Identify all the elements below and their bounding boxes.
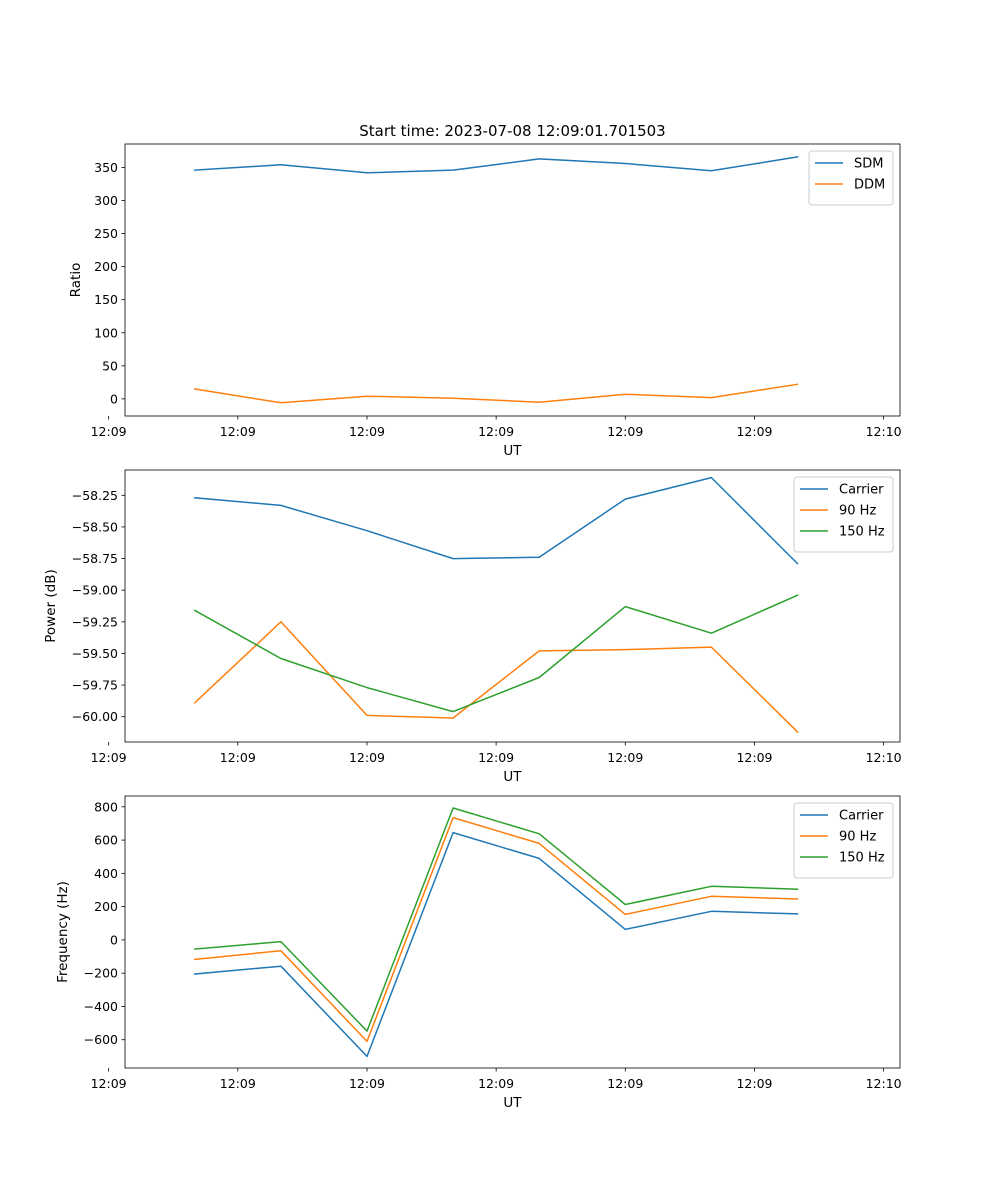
x-tick-label: 12:09 xyxy=(478,1076,514,1091)
series-line-carrier xyxy=(193,476,799,565)
y-tick-label: −58.75 xyxy=(72,551,118,566)
x-tick-label: 12:09 xyxy=(349,424,385,439)
y-tick-label: 50 xyxy=(102,358,118,373)
legend-label: Carrier xyxy=(839,809,884,824)
y-tick-label: 200 xyxy=(94,899,118,914)
x-tick-label: 12:09 xyxy=(607,750,643,765)
x-tick-label: 12:09 xyxy=(91,1076,127,1091)
series-line-90-hz xyxy=(193,816,799,1043)
x-tick-label: 12:09 xyxy=(736,424,772,439)
x-tick-label: 12:09 xyxy=(220,1076,256,1091)
legend-box xyxy=(793,476,894,553)
y-tick-label: 400 xyxy=(94,866,118,881)
y-tick-label: −59.75 xyxy=(72,678,118,693)
y-tick-label: −200 xyxy=(84,966,118,981)
y-tick-label: 350 xyxy=(94,160,118,175)
x-axis-label: UT xyxy=(503,443,522,459)
y-tick-label: 250 xyxy=(94,226,118,241)
x-tick-label: 12:09 xyxy=(478,750,514,765)
y-tick-label: 0 xyxy=(110,932,118,947)
y-tick-label: −400 xyxy=(84,999,118,1014)
y-axis-label: Frequency (Hz) xyxy=(55,881,71,983)
y-axis-label: Ratio xyxy=(68,263,84,298)
axes-frame xyxy=(124,143,901,417)
y-tick-label: −59.25 xyxy=(72,614,118,629)
series-line-150-hz xyxy=(193,807,799,1032)
legend: Carrier 90 Hz 150 Hz xyxy=(793,802,894,879)
series-line-150-hz xyxy=(193,594,799,713)
subplot-1: 12:09 12:09 12:09 12:09 12:09 12:09 12:10 0 50 10… xyxy=(68,122,902,459)
legend-label: 90 Hz xyxy=(839,830,876,845)
legend: Carrier 90 Hz 150 Hz xyxy=(793,476,894,553)
y-tick-label: 300 xyxy=(94,193,118,208)
x-tick-label: 12:09 xyxy=(91,750,127,765)
x-tick-label: 12:09 xyxy=(91,424,127,439)
x-tick-label: 12:10 xyxy=(866,1076,902,1091)
x-tick-label: 12:09 xyxy=(220,750,256,765)
y-tick-label: −59.50 xyxy=(72,646,118,661)
y-tick-label: −60.00 xyxy=(72,709,118,724)
y-tick-label: 600 xyxy=(94,833,118,848)
series-line-ddm xyxy=(193,383,799,404)
legend: SDM DDM xyxy=(808,150,894,206)
subplot-3: 12:09 12:09 12:09 12:09 12:09 12:09 12:10 −600 −… xyxy=(55,795,902,1111)
y-tick-label: 200 xyxy=(94,259,118,274)
subplot-2: 12:09 12:09 12:09 12:09 12:09 12:09 12:10 −60.0… xyxy=(43,469,902,785)
x-tick-label: 12:09 xyxy=(478,424,514,439)
x-axis-label: UT xyxy=(503,1095,522,1111)
legend-label: 150 Hz xyxy=(839,851,885,866)
x-tick-label: 12:09 xyxy=(736,1076,772,1091)
chart-title: Start time: 2023-07-08 12:09:01.701503 xyxy=(359,122,665,140)
legend-box xyxy=(793,802,894,879)
x-tick-label: 12:09 xyxy=(349,750,385,765)
x-tick-label: 12:09 xyxy=(220,424,256,439)
axes-frame xyxy=(124,795,901,1069)
series-line-sdm xyxy=(194,156,799,174)
x-tick-label: 12:10 xyxy=(866,424,902,439)
x-tick-label: 12:09 xyxy=(607,424,643,439)
x-tick-label: 12:09 xyxy=(607,1076,643,1091)
legend-label: SDM xyxy=(854,157,883,172)
y-tick-label: −58.25 xyxy=(72,488,118,503)
legend-label: 90 Hz xyxy=(839,504,876,519)
y-axis-label: Power (dB) xyxy=(43,569,59,642)
series-line-90-hz xyxy=(193,621,799,733)
x-tick-label: 12:10 xyxy=(866,750,902,765)
y-tick-label: −58.50 xyxy=(72,519,118,534)
series-line-carrier xyxy=(193,831,799,1058)
y-tick-label: 0 xyxy=(110,391,118,406)
x-tick-label: 12:09 xyxy=(736,750,772,765)
x-tick-label: 12:09 xyxy=(349,1076,385,1091)
legend-label: 150 Hz xyxy=(839,525,885,540)
y-tick-label: 150 xyxy=(94,292,118,307)
x-axis-label: UT xyxy=(503,769,522,785)
axes-frame xyxy=(124,469,901,743)
y-tick-label: 800 xyxy=(94,799,118,814)
legend-box xyxy=(808,150,894,206)
legend-label: Carrier xyxy=(839,483,884,498)
y-tick-label: −59.00 xyxy=(72,583,118,598)
legend-label: DDM xyxy=(854,178,885,193)
y-tick-label: −600 xyxy=(84,1032,118,1047)
y-tick-label: 100 xyxy=(94,325,118,340)
